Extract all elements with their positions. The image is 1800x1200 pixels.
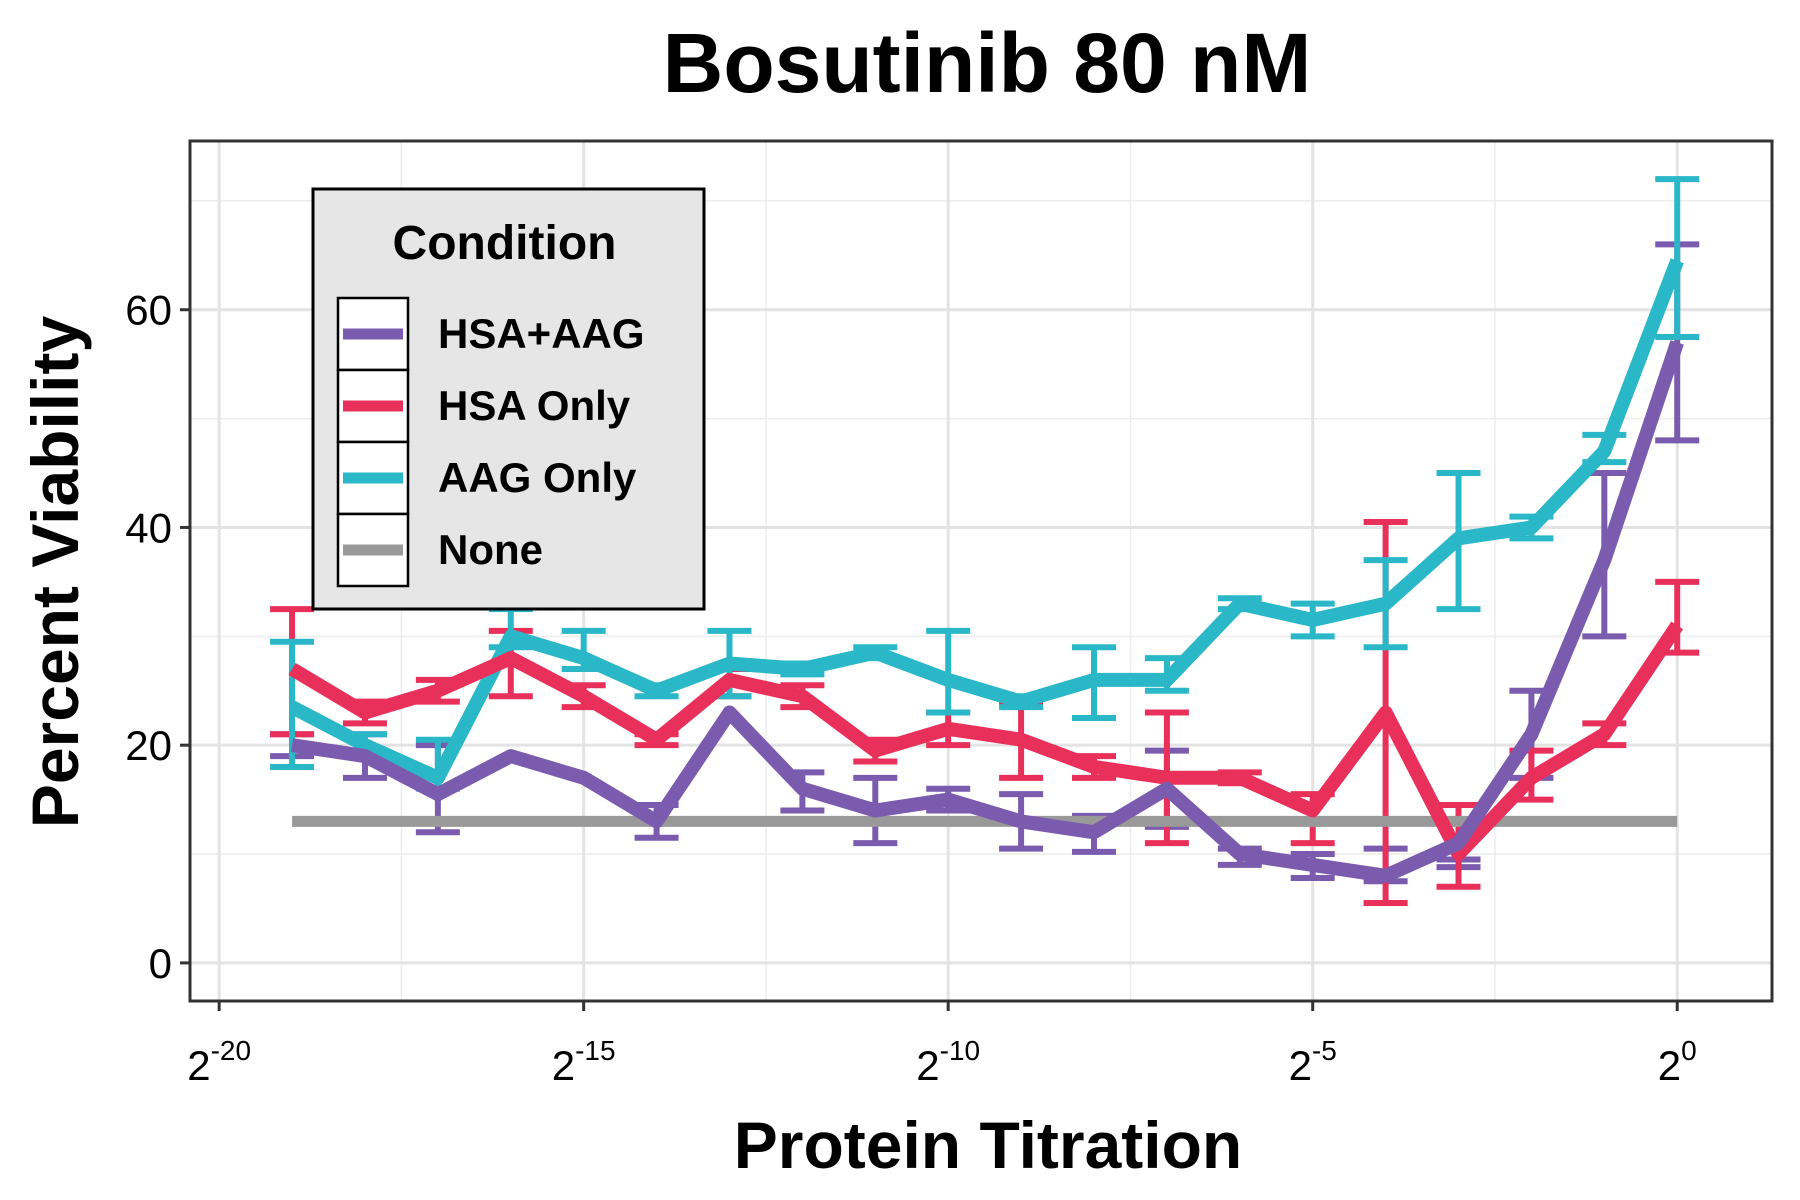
plot-border: [188, 139, 1774, 1003]
legend: Condition HSA+AAG HSA Only AAG Only None: [311, 187, 706, 611]
y-tick-label: 40: [125, 504, 172, 551]
x-tick-base: 2: [916, 1042, 939, 1089]
legend-label: HSA+AAG: [438, 310, 645, 357]
x-tick-base: 2: [552, 1042, 575, 1089]
y-axis-ticks: 0 20 40 60: [125, 287, 190, 987]
series-line-hsa-only: [288, 621, 1684, 861]
x-tick-exponent: -15: [575, 1035, 615, 1066]
y-axis-title: Percent Viability: [18, 316, 92, 829]
x-tick-exponent: -5: [1312, 1035, 1337, 1066]
x-tick-label: 2-20: [187, 1035, 251, 1089]
x-axis-title: Protein Titration: [734, 1108, 1242, 1182]
legend-title: Condition: [393, 217, 617, 270]
error-bar: [926, 627, 971, 716]
x-tick-exponent: 0: [1681, 1035, 1697, 1066]
series-line-aag-only: [288, 258, 1684, 785]
legend-item: HSA+AAG: [336, 296, 645, 372]
legend-label: None: [438, 526, 543, 573]
y-tick-label: 20: [125, 722, 172, 769]
y-tick-label: 0: [149, 940, 172, 987]
x-tick-exponent: -20: [211, 1035, 251, 1066]
x-tick-base: 2: [1289, 1042, 1312, 1089]
x-tick-label: 2-10: [916, 1035, 980, 1089]
x-tick-base: 2: [187, 1042, 210, 1089]
y-tick-label: 60: [125, 287, 172, 334]
x-axis-ticks: 2-20 2-15 2-10 2-5 20: [187, 1001, 1697, 1089]
legend-label: AAG Only: [438, 454, 637, 501]
x-tick-label: 20: [1658, 1035, 1697, 1089]
x-tick-label: 2-5: [1289, 1035, 1337, 1089]
legend-item: AAG Only: [336, 440, 637, 516]
legend-label: HSA Only: [438, 382, 631, 429]
series-lines: [288, 258, 1684, 883]
x-tick-exponent: -10: [940, 1035, 980, 1066]
legend-item: HSA Only: [336, 368, 631, 444]
chart-title: Bosutinib 80 nM: [663, 16, 1312, 110]
x-tick-label: 2-15: [552, 1035, 616, 1089]
x-tick-base: 2: [1658, 1042, 1681, 1089]
error-bar: [1655, 176, 1700, 340]
series-line-hsa-aag: [291, 340, 1684, 883]
legend-item: None: [336, 512, 543, 588]
